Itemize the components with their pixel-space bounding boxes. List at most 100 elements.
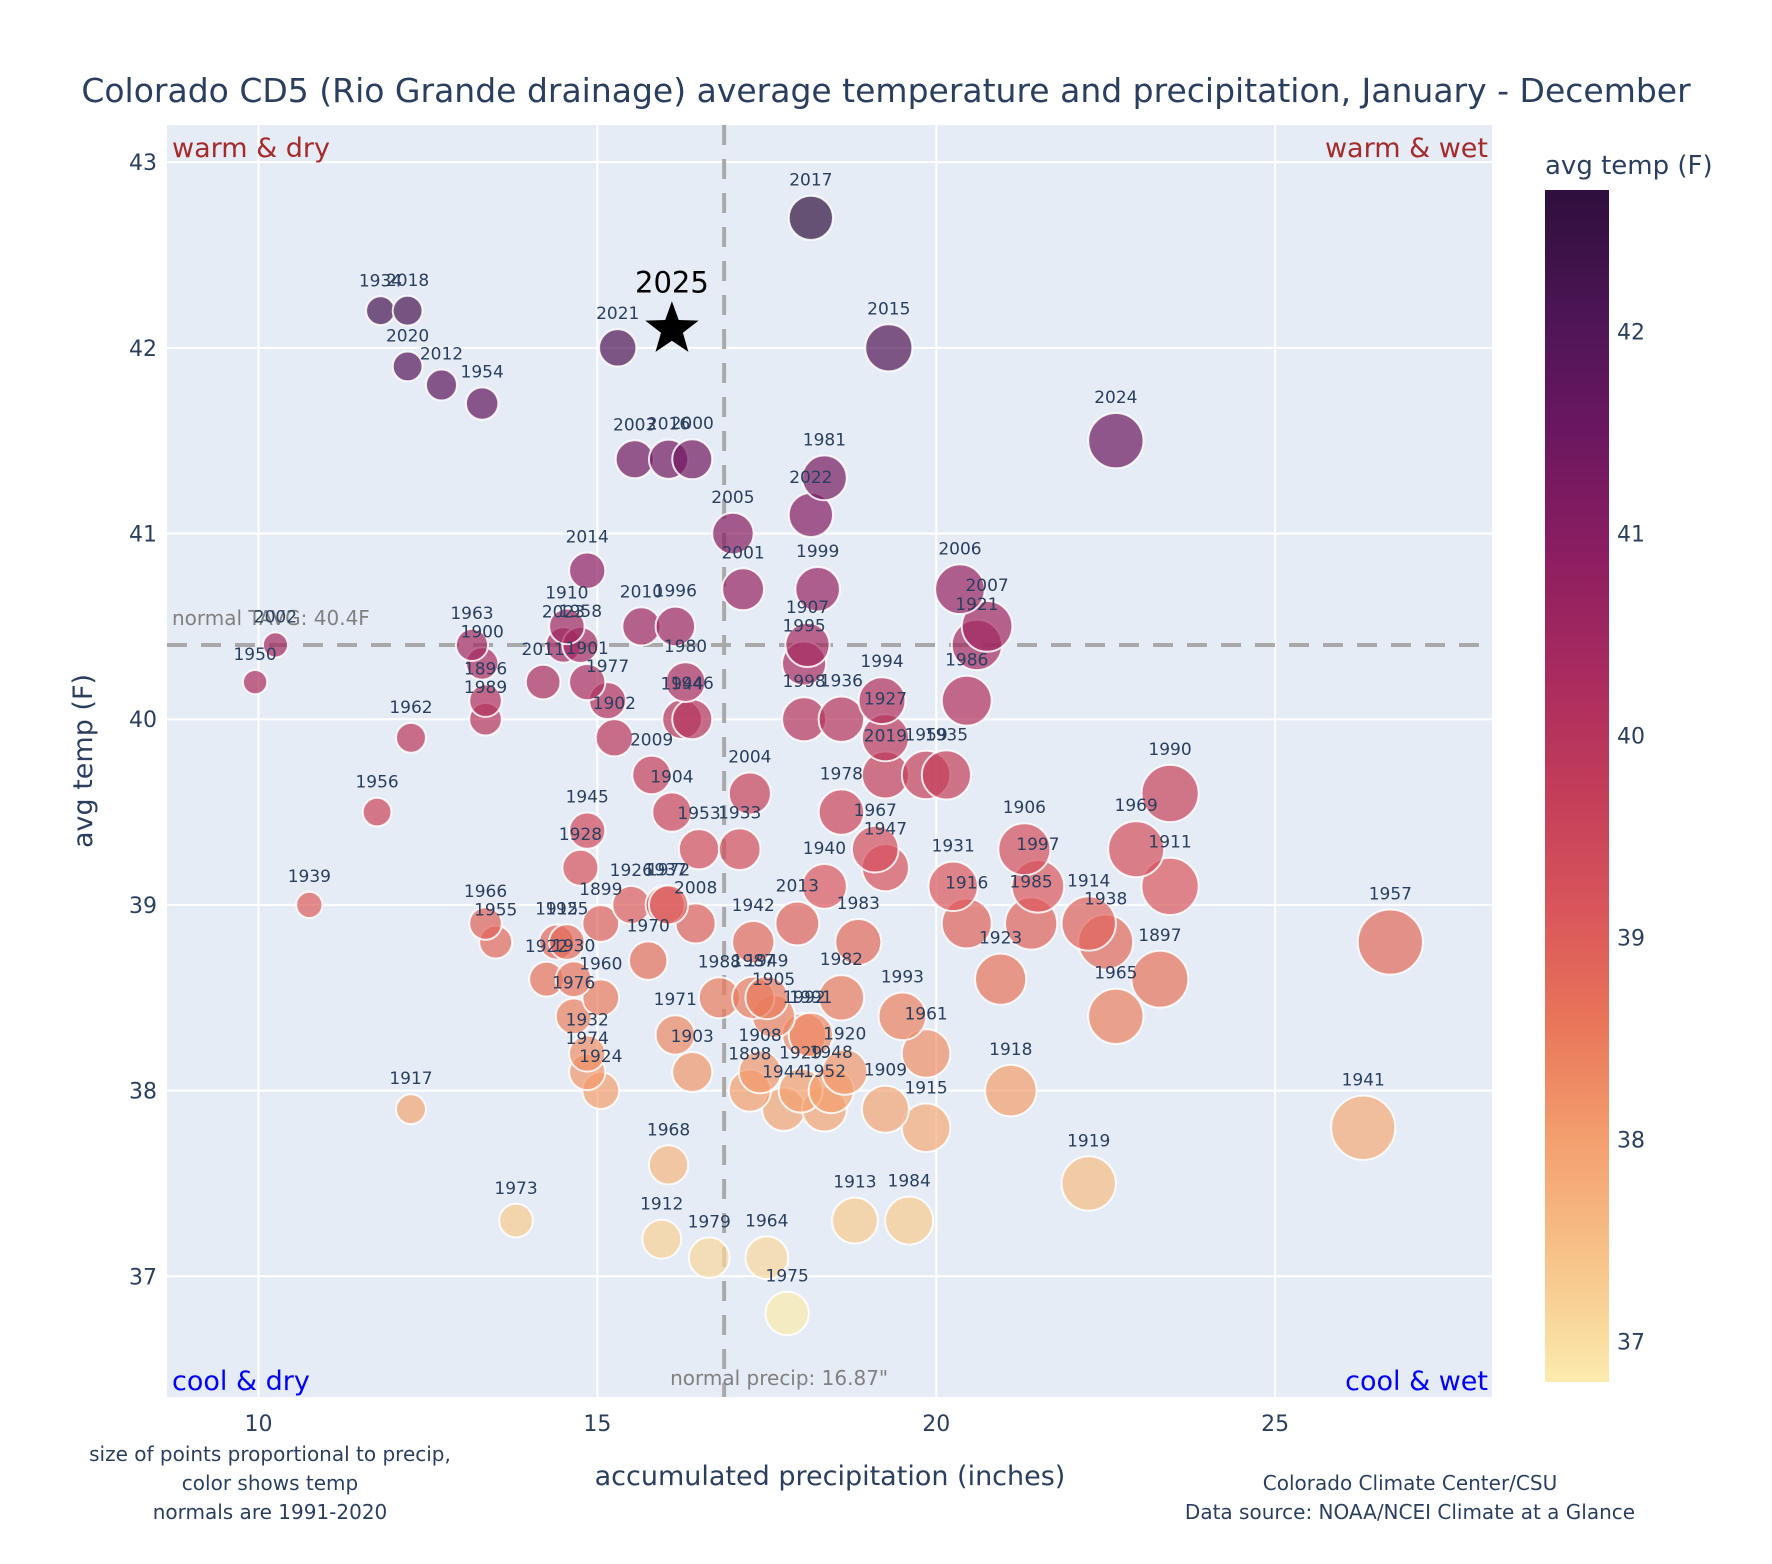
colorbar-tick-label: 40 bbox=[1617, 724, 1645, 749]
point-1931 bbox=[927, 860, 979, 913]
point-label: 1903 bbox=[671, 1027, 714, 1047]
point-label: 1958 bbox=[559, 602, 602, 622]
colorbar-tick-label: 42 bbox=[1617, 320, 1645, 345]
point-1986 bbox=[940, 674, 993, 727]
point-label: 1912 bbox=[640, 1195, 683, 1215]
x-tick-labels: 10 15 20 25 bbox=[244, 1412, 1289, 1437]
point-label: 2020 bbox=[386, 327, 429, 347]
point-label: 1978 bbox=[820, 764, 863, 784]
point-1902 bbox=[594, 718, 634, 758]
point-label: 1970 bbox=[627, 916, 670, 936]
point-label: 1980 bbox=[664, 637, 707, 657]
point-1908 bbox=[737, 1049, 783, 1095]
point-label: 1934 bbox=[359, 271, 402, 291]
point-label: 1973 bbox=[494, 1179, 537, 1199]
point-label: 1991 bbox=[789, 988, 832, 1008]
point-label: 1907 bbox=[786, 598, 829, 618]
point-label: 2016 bbox=[647, 415, 690, 435]
plot-area bbox=[167, 125, 1492, 1397]
point-label: 1932 bbox=[566, 1010, 609, 1030]
point-1917 bbox=[395, 1093, 427, 1126]
y-tick-label: 38 bbox=[129, 1080, 157, 1105]
point-label: 1952 bbox=[803, 1062, 846, 1082]
point-label: 1918 bbox=[989, 1040, 1032, 1060]
point-label: 1996 bbox=[654, 582, 697, 602]
point-label: 2000 bbox=[671, 414, 714, 434]
point-label: 1956 bbox=[355, 773, 398, 793]
point-label: 1899 bbox=[579, 880, 622, 900]
point-1930 bbox=[554, 960, 593, 999]
colorbar-gradient bbox=[1545, 190, 1609, 1382]
point-1906 bbox=[997, 822, 1052, 877]
point-label: 2017 bbox=[789, 171, 832, 191]
y-tick-label: 43 bbox=[129, 151, 157, 176]
point-label: 1972 bbox=[647, 860, 690, 880]
point-2013 bbox=[774, 900, 821, 947]
point-2006 bbox=[934, 563, 986, 616]
point-1949 bbox=[744, 975, 790, 1021]
point-label: 1931 bbox=[932, 837, 975, 857]
point-1914 bbox=[1060, 895, 1117, 952]
point-1918 bbox=[984, 1063, 1038, 1118]
normal-temp-label: normal TAVG: 40.4F bbox=[172, 606, 370, 630]
point-label: 1955 bbox=[474, 901, 517, 921]
point-label: 1983 bbox=[837, 894, 880, 914]
point-2005 bbox=[711, 511, 755, 556]
point-label: 1984 bbox=[888, 1172, 931, 1192]
point-label: 1950 bbox=[233, 645, 276, 665]
point-label: 1925 bbox=[545, 899, 588, 919]
point-label: 1940 bbox=[803, 839, 846, 859]
point-1973 bbox=[498, 1202, 534, 1239]
point-1909 bbox=[860, 1084, 910, 1134]
point-1946 bbox=[671, 698, 714, 741]
point-1933 bbox=[717, 827, 762, 872]
y-tick-label: 40 bbox=[129, 708, 157, 733]
point-label: 1968 bbox=[647, 1120, 690, 1140]
point-1904 bbox=[651, 791, 693, 833]
point-label: 1936 bbox=[820, 672, 863, 692]
point-1915 bbox=[900, 1102, 952, 1153]
colorbar-tick-label: 38 bbox=[1617, 1129, 1645, 1154]
point-label: 1959 bbox=[904, 726, 947, 746]
x-tick-label: 10 bbox=[244, 1412, 272, 1437]
point-label: 1998 bbox=[782, 672, 825, 692]
point-1910 bbox=[548, 607, 586, 646]
point-label: 1986 bbox=[945, 651, 988, 671]
point-label: 1992 bbox=[782, 988, 825, 1008]
point-label: 1905 bbox=[752, 970, 795, 990]
point-label: 1990 bbox=[1148, 740, 1191, 760]
point-1996 bbox=[654, 605, 697, 648]
point-label: 1967 bbox=[854, 801, 897, 821]
point-1969 bbox=[1107, 820, 1166, 879]
point-label: 1979 bbox=[688, 1212, 731, 1232]
point-label: 1924 bbox=[579, 1047, 622, 1067]
point-label: 1904 bbox=[650, 767, 693, 787]
point-1907 bbox=[784, 621, 831, 669]
point-label: 1987 bbox=[732, 952, 775, 972]
point-1899 bbox=[581, 904, 621, 943]
point-label: 1938 bbox=[1084, 890, 1127, 910]
point-1923 bbox=[974, 952, 1028, 1006]
point-label: 1930 bbox=[552, 936, 595, 956]
highlight-2025: 2025 bbox=[635, 265, 709, 352]
point-1970 bbox=[627, 940, 669, 981]
point-1981 bbox=[801, 454, 848, 502]
note-line: normals are 1991-2020 bbox=[153, 1500, 388, 1524]
colorbar-tick-labels: 37 38 39 40 41 42 bbox=[1617, 320, 1645, 1355]
point-label: 1928 bbox=[559, 825, 602, 845]
colorbar-tick-label: 41 bbox=[1617, 522, 1645, 547]
point-1967 bbox=[850, 824, 900, 874]
point-1932 bbox=[568, 1034, 607, 1073]
colorbar-tick-label: 39 bbox=[1617, 927, 1645, 952]
point-label: 1916 bbox=[945, 874, 988, 894]
point-2021 bbox=[598, 328, 638, 368]
y-tick-labels: 37 38 39 40 41 42 43 bbox=[129, 151, 157, 1290]
point-1991 bbox=[787, 1011, 835, 1059]
y-tick-label: 42 bbox=[129, 337, 157, 362]
point-2020 bbox=[391, 350, 424, 383]
point-label: 1923 bbox=[979, 929, 1022, 949]
y-tick-label: 41 bbox=[129, 523, 157, 548]
point-1983 bbox=[834, 918, 883, 967]
point-1965 bbox=[1087, 987, 1145, 1045]
point-1957 bbox=[1356, 908, 1424, 976]
